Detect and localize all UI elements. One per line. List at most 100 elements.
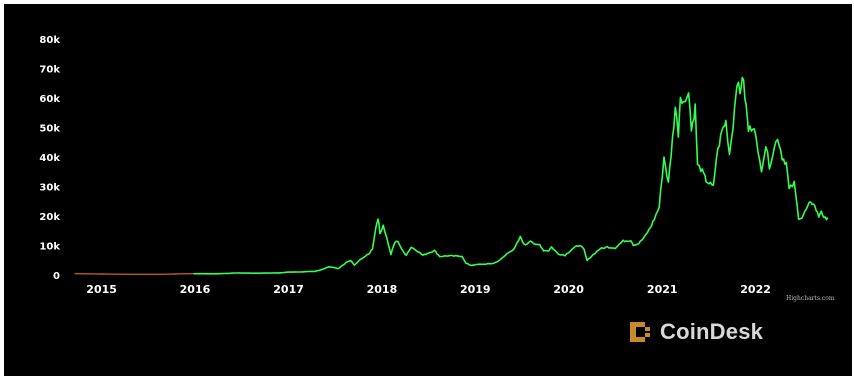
data-point <box>405 254 407 256</box>
data-point <box>658 206 660 208</box>
data-point <box>288 271 290 273</box>
data-point <box>820 209 822 211</box>
data-point <box>823 218 825 220</box>
data-point <box>638 242 640 244</box>
data-point <box>415 249 417 251</box>
data-point <box>571 248 573 250</box>
data-point <box>194 273 196 275</box>
data-point <box>785 162 787 164</box>
y-tick-label: 60k <box>39 94 60 105</box>
data-point <box>217 273 219 275</box>
coindesk-logo-text: CoinDesk <box>660 319 764 344</box>
data-point <box>788 188 790 190</box>
data-point <box>684 103 686 105</box>
chart-frame: 0 10k 20k 30k 40k 50k 60k 70k 80k 2015 2016 2017 20… <box>4 4 852 376</box>
data-point <box>548 249 550 251</box>
y-tick-label: 10k <box>39 242 60 253</box>
coindesk-logo: CoinDesk <box>628 317 763 347</box>
y-axis: 0 10k 20k 30k 40k 50k 60k 70k 80k <box>39 35 60 282</box>
data-point <box>314 270 316 272</box>
y-tick-label: 40k <box>39 153 60 164</box>
data-point <box>390 253 392 255</box>
data-point <box>827 216 829 218</box>
data-point <box>598 248 600 250</box>
data-point <box>812 202 814 204</box>
data-point <box>447 255 449 257</box>
x-axis: 2015 2016 2017 2018 2019 2020 2021 2022 <box>86 283 771 296</box>
data-point <box>529 239 531 241</box>
data-point <box>454 255 456 257</box>
data-point <box>350 259 352 261</box>
y-tick-label: 70k <box>39 65 60 76</box>
data-point <box>534 244 536 246</box>
x-tick-label: 2016 <box>180 283 211 296</box>
data-point <box>493 262 495 264</box>
data-point <box>139 273 141 275</box>
x-tick-label: 2020 <box>553 283 584 296</box>
data-point <box>614 247 616 249</box>
data-point <box>256 272 258 274</box>
data-point <box>163 273 165 275</box>
data-point <box>299 271 301 273</box>
data-point <box>732 123 734 125</box>
data-point <box>690 129 692 131</box>
data-point <box>524 244 526 246</box>
data-point <box>653 218 655 220</box>
data-point <box>630 239 632 241</box>
data-point <box>797 216 799 218</box>
data-point <box>478 263 480 265</box>
data-point <box>508 250 510 252</box>
data-point <box>470 264 472 266</box>
data-point <box>591 255 593 257</box>
data-point <box>606 246 608 248</box>
data-point <box>760 168 762 170</box>
data-point <box>377 216 379 218</box>
y-tick-label: 50k <box>39 124 60 135</box>
data-point <box>753 123 755 125</box>
highcharts-credit[interactable]: Highcharts.com <box>786 295 835 302</box>
data-point <box>371 247 373 249</box>
data-point <box>674 106 676 108</box>
data-point <box>394 241 396 243</box>
x-tick-label: 2021 <box>647 283 678 296</box>
data-point <box>765 144 767 146</box>
data-point <box>705 179 707 181</box>
data-point <box>728 153 730 155</box>
data-point <box>712 186 714 188</box>
x-tick-label: 2022 <box>740 283 771 296</box>
y-tick-label: 80k <box>39 35 60 46</box>
data-point <box>320 269 322 271</box>
data-point <box>337 268 339 270</box>
series-group <box>73 76 829 275</box>
data-point <box>700 168 702 170</box>
data-point <box>663 156 665 158</box>
x-tick-label: 2017 <box>273 283 304 296</box>
x-tick-label: 2018 <box>367 283 398 296</box>
data-point <box>557 253 559 255</box>
data-point <box>776 135 778 137</box>
data-point <box>353 264 355 266</box>
data-point <box>696 165 698 167</box>
data-point <box>649 227 651 229</box>
price-line <box>193 76 829 275</box>
data-point <box>747 129 749 131</box>
data-point <box>382 224 384 226</box>
data-point <box>461 255 463 257</box>
data-point <box>781 156 783 158</box>
data-point <box>739 94 741 96</box>
data-point <box>694 106 696 108</box>
data-point <box>736 79 738 81</box>
data-point <box>667 182 669 184</box>
data-point <box>721 129 723 131</box>
data-point <box>644 236 646 238</box>
data-point <box>386 237 388 239</box>
data-point <box>578 244 580 246</box>
price-line-early <box>74 272 196 275</box>
data-point <box>757 153 759 155</box>
data-point <box>401 249 403 251</box>
y-tick-label: 30k <box>39 183 60 194</box>
data-point <box>73 272 75 274</box>
data-point <box>671 138 673 140</box>
data-point <box>687 87 689 89</box>
